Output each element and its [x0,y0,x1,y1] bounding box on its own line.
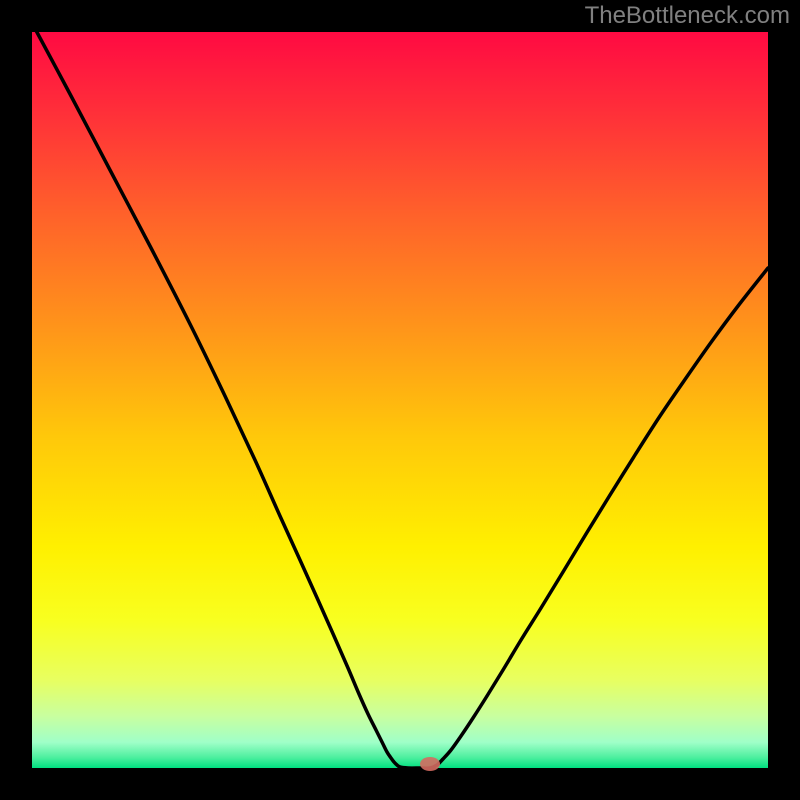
bottleneck-chart [0,0,800,800]
chart-root: TheBottleneck.com [0,0,800,800]
watermark-text: TheBottleneck.com [585,2,790,30]
plot-background [32,32,768,768]
optimal-point-marker [420,757,440,771]
